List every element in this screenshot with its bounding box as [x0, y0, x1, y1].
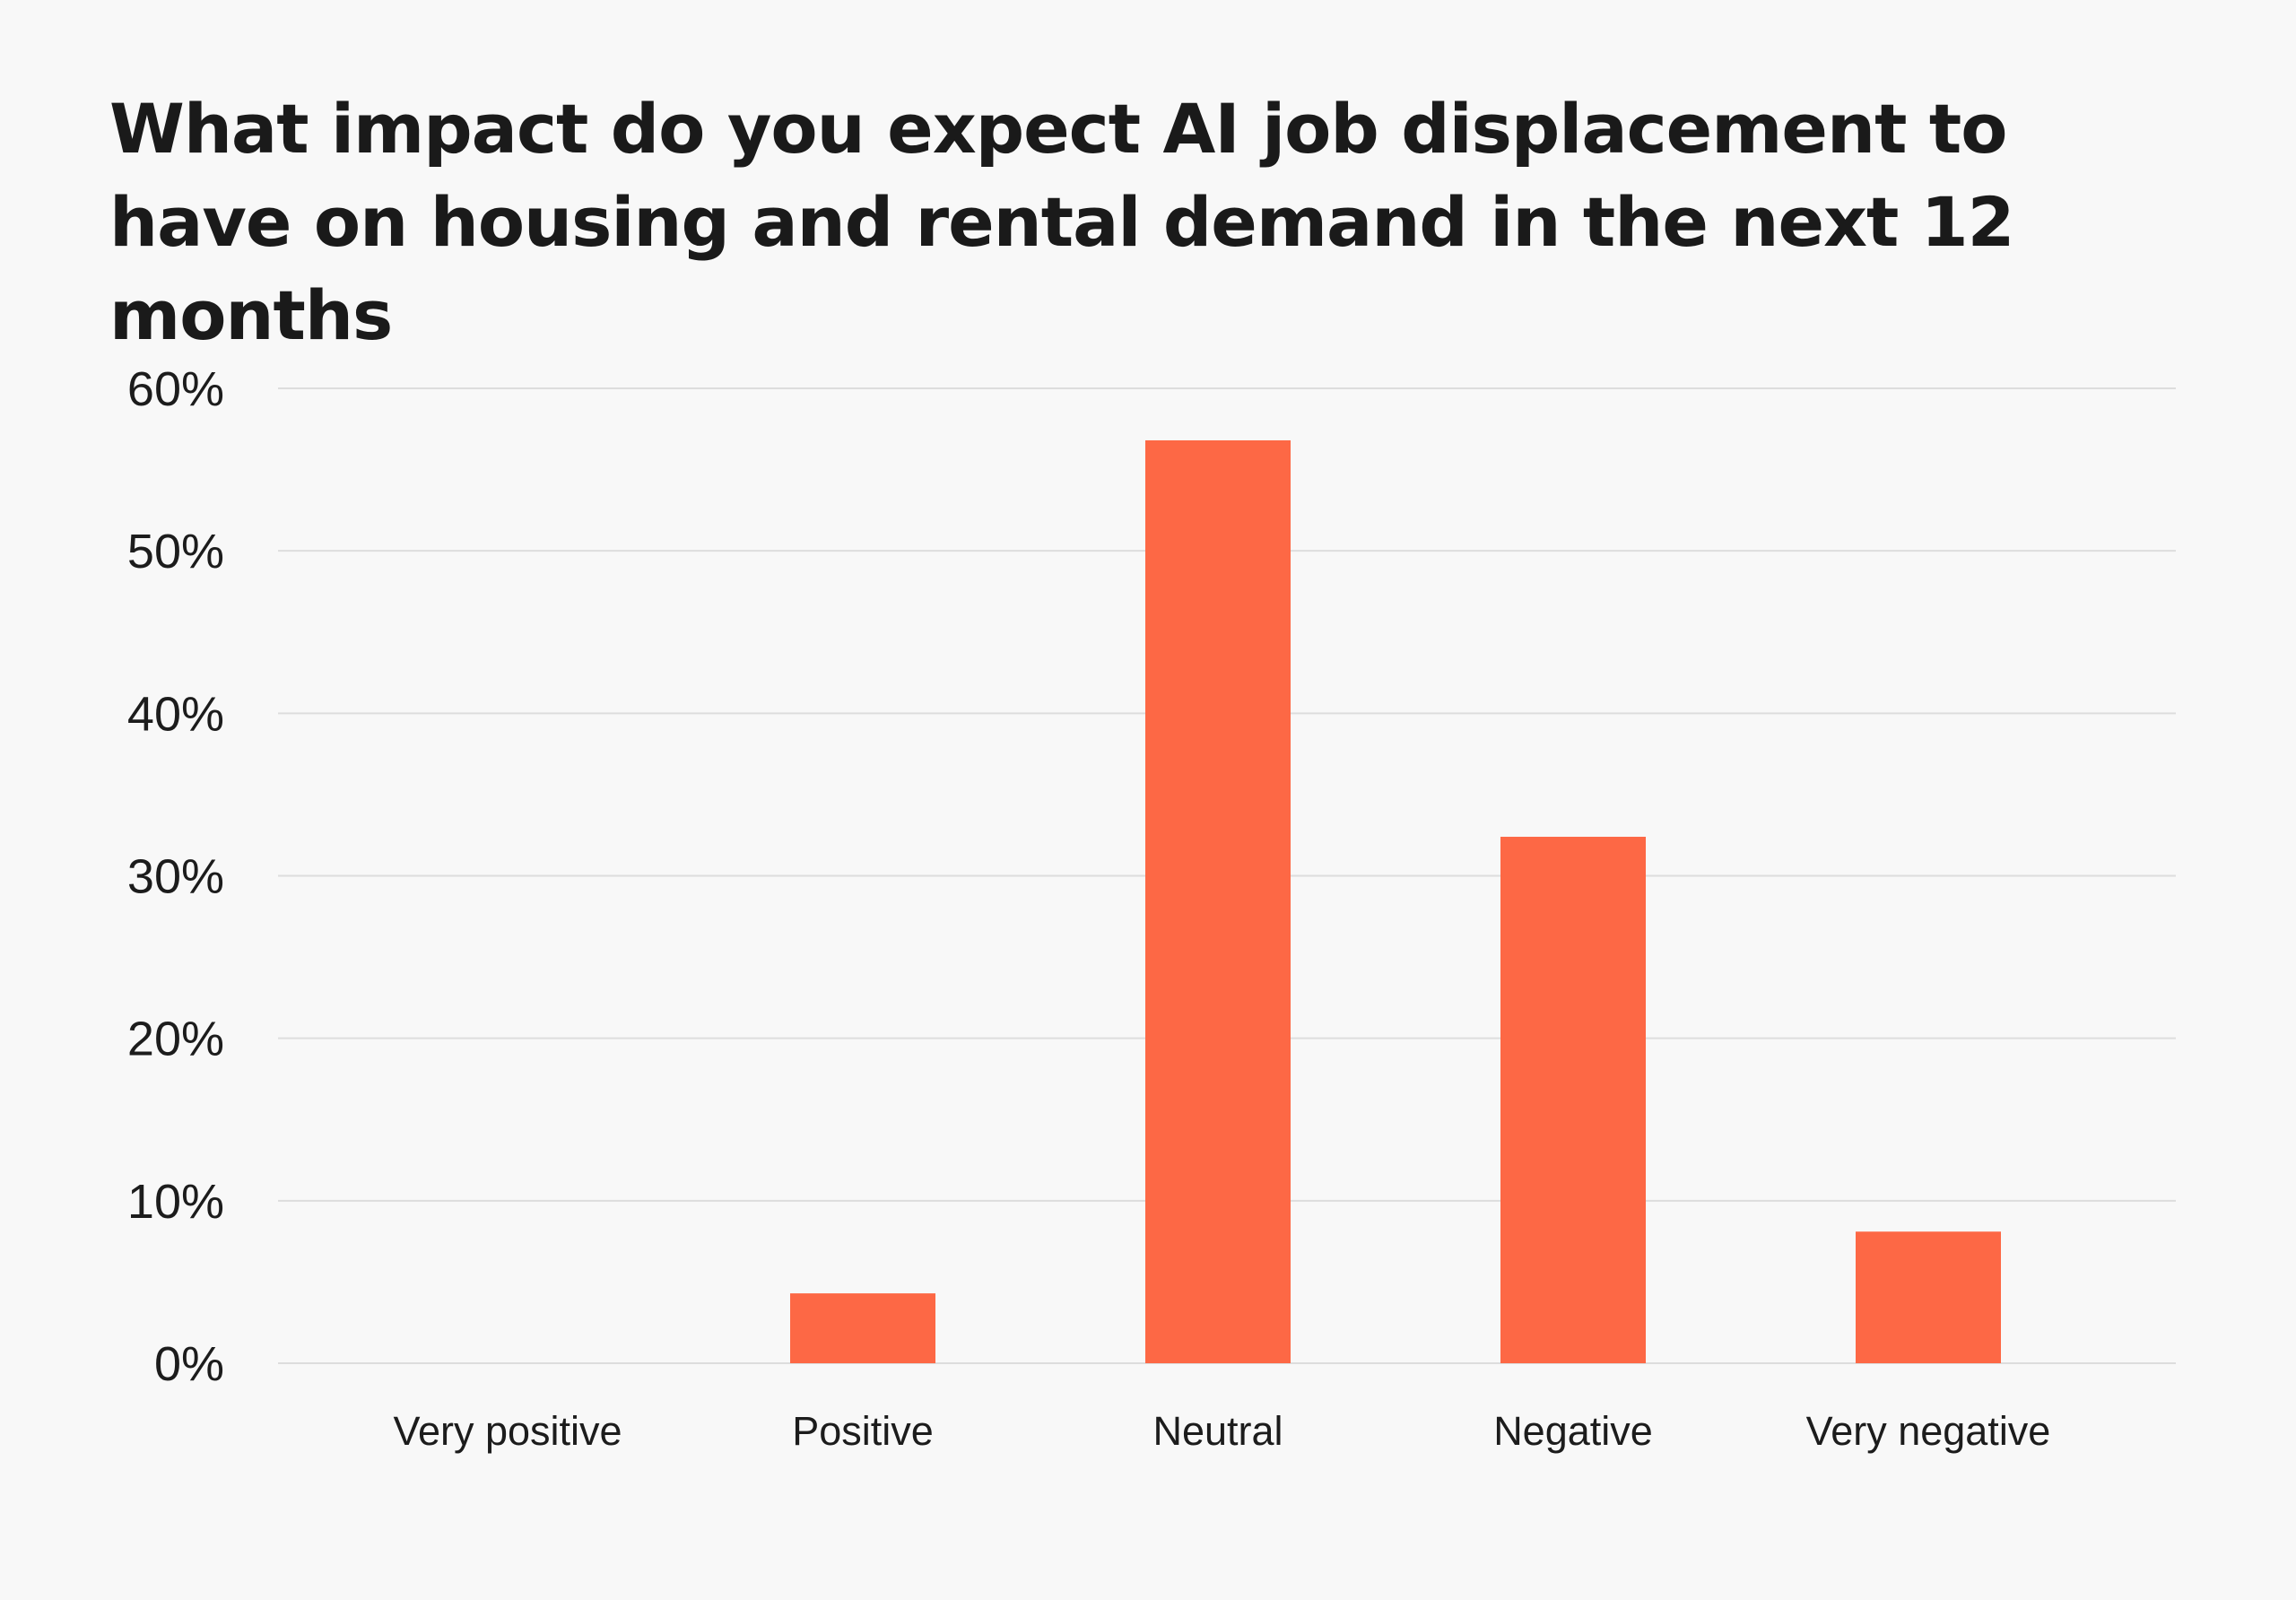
- chart-title: What impact do you expect AI job displac…: [109, 89, 2015, 355]
- x-category-label: Negative: [1493, 1408, 1653, 1454]
- bars: [790, 439, 2001, 1363]
- y-tick-label: 40%: [127, 687, 224, 741]
- x-category-label: Very positive: [393, 1408, 622, 1454]
- x-category-label: Neutral: [1152, 1408, 1283, 1454]
- y-tick-label: 30%: [127, 850, 224, 904]
- y-tick-label: 10%: [127, 1175, 224, 1229]
- bar-positive: [790, 1293, 935, 1363]
- x-category-label: Very negative: [1806, 1408, 2051, 1454]
- y-tick-label: 0%: [154, 1337, 224, 1391]
- bar-negative: [1500, 837, 1646, 1363]
- y-tick-label: 50%: [127, 525, 224, 578]
- y-tick-label: 60%: [127, 362, 224, 416]
- y-tick-label: 20%: [127, 1013, 224, 1066]
- x-category-label: Positive: [792, 1408, 934, 1454]
- bar-very-negative: [1856, 1231, 2001, 1363]
- bar-neutral: [1145, 439, 1291, 1363]
- x-axis-category-labels: Very positive Positive Neutral Negative Very…: [393, 1408, 2050, 1454]
- y-axis-tick-labels: 0% 10% 20% 30% 40% 50% 60%: [127, 362, 224, 1391]
